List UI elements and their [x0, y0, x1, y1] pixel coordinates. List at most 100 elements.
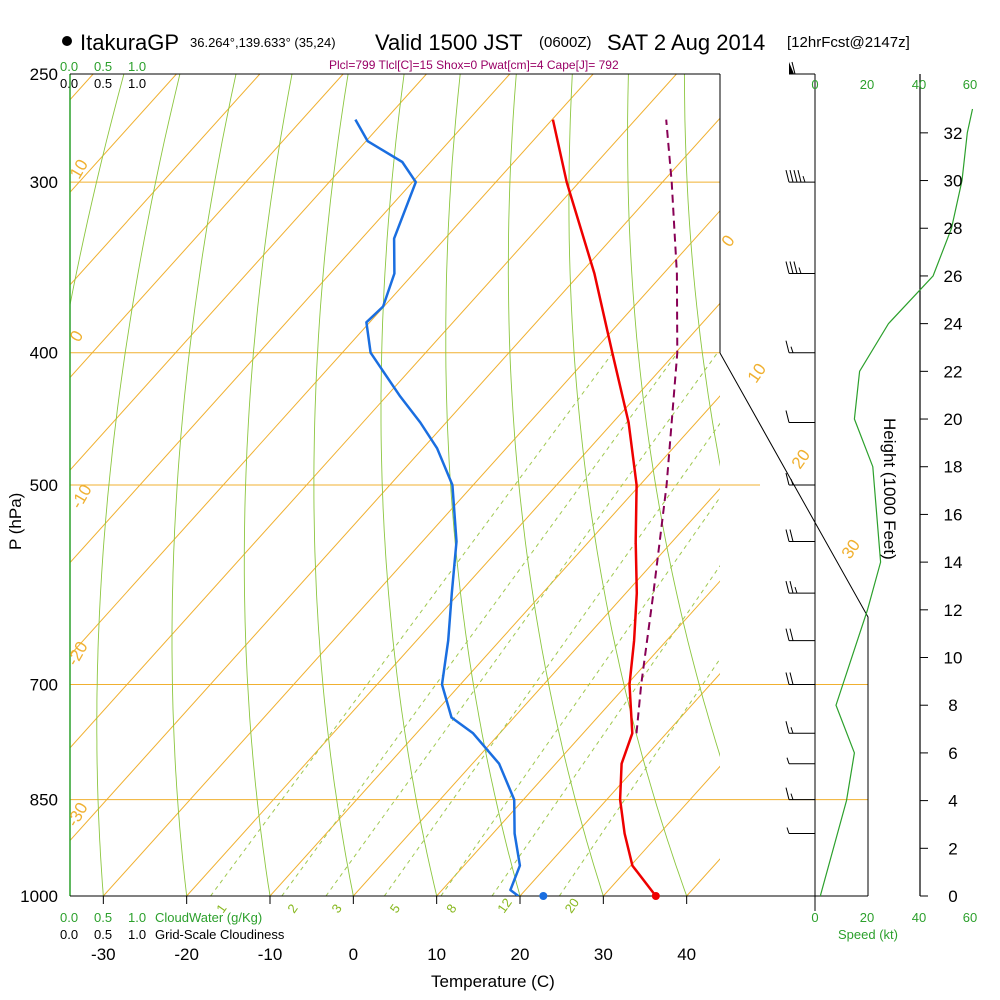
mixing-ratio-label-5: 5: [387, 901, 403, 916]
cloud-scale-top-black-0: 0.0: [60, 76, 78, 91]
series-parcel-line: [635, 119, 679, 734]
x-tick--20: -20: [174, 945, 199, 964]
cloud-scale-bottom-green-1: 0.5: [94, 910, 112, 925]
station-name: ItakuraGP: [80, 30, 179, 55]
x-tick-20: 20: [511, 945, 530, 964]
dry-adiabat-70: [741, 74, 937, 896]
dry-adiabat-30: [507, 74, 604, 896]
height-tick-12: 12: [944, 601, 963, 620]
height-tick-8: 8: [948, 696, 957, 715]
height-tick-16: 16: [944, 505, 963, 524]
wind-barb-flag: [785, 672, 790, 685]
mixing-ratio-label-3: 3: [328, 901, 344, 916]
speed-bottom-tick-40: 40: [912, 910, 926, 925]
wind-barb-half-flag: [786, 827, 790, 834]
y-tick-850: 850: [30, 791, 58, 810]
wind-panel-boundary: [719, 352, 869, 896]
wind-barb-half-flag: [798, 267, 802, 274]
isotherm-lines: [0, 74, 720, 896]
isotherm-0: [352, 487, 720, 896]
mixing-ratio-8: [440, 496, 720, 896]
wind-barb-flag: [785, 261, 790, 274]
height-tick-2: 2: [948, 839, 957, 858]
speed-top-tick-60: 60: [963, 77, 977, 92]
wind-barb-flag: [785, 721, 790, 734]
cloud-scale-bottom-green-2: 1.0: [128, 910, 146, 925]
wind-barb-half-flag: [794, 586, 798, 594]
x-axis-label: Temperature (C): [431, 972, 555, 991]
wind-barb-flag: [785, 340, 790, 353]
series-dewpoint-line: [354, 118, 522, 896]
wind-barb-half-flag: [802, 175, 806, 183]
cloud-scale-top-black-2: 1.0: [128, 76, 146, 91]
sounding-series: [354, 118, 679, 896]
wind-barb-flag: [785, 472, 790, 486]
y-tick-250: 250: [30, 65, 58, 84]
height-tick-6: 6: [948, 744, 957, 763]
wind-barb-flag: [789, 580, 794, 594]
wind-barb-flag: [785, 580, 790, 594]
isotherm-label-1: 0: [66, 327, 87, 345]
dry-adiabat-40: [568, 74, 688, 896]
x-tick-10: 10: [427, 945, 446, 964]
wind-barb-flag: [793, 261, 798, 274]
isotherm--90: [70, 74, 344, 379]
x-tick--10: -10: [258, 945, 283, 964]
wind-barbs: [785, 61, 815, 897]
speed-top-tick-0: 0: [811, 77, 818, 92]
isotherm-label-5: 0: [718, 232, 739, 251]
speed-bottom-tick-0: 0: [811, 910, 818, 925]
mixing-ratio-3: [325, 352, 718, 896]
cloudiness-label: Grid-Scale Cloudiness: [155, 927, 285, 942]
mixing-ratio-5: [383, 422, 720, 896]
mixing-ratio-label-12: 12: [494, 895, 515, 915]
wind-barb-flag: [791, 61, 796, 75]
wind-barb-flag: [785, 169, 790, 183]
wind-panel: [719, 74, 974, 911]
y-tick-700: 700: [30, 676, 58, 695]
isotherm-label-4: -30: [63, 799, 92, 830]
x-tick--30: -30: [91, 945, 116, 964]
speed-top-tick-20: 20: [860, 77, 874, 92]
isotherm--80: [70, 74, 427, 471]
x-tick-30: 30: [594, 945, 613, 964]
isotherm-10: [436, 580, 720, 896]
wind-barb-flag: [785, 628, 790, 641]
surface-points: [539, 892, 660, 900]
height-tick-4: 4: [948, 792, 957, 811]
isotherm--130: [0, 74, 10, 896]
pressure-ticks: 250 300 400 500 700 850 1000: [20, 65, 58, 906]
height-tick-30: 30: [944, 172, 963, 191]
speed-bottom-tick-20: 20: [860, 910, 874, 925]
wind-barb-flag: [797, 169, 802, 183]
dry-adiabat-60: [683, 74, 720, 467]
valid-date: SAT 2 Aug 2014: [607, 30, 765, 55]
wind-barb-half-flag: [790, 478, 794, 486]
wind-barb-flag: [789, 672, 794, 685]
dry-adiabat-20: [445, 74, 521, 896]
series-temperature-line: [551, 119, 657, 896]
isotherm--40: [70, 117, 720, 842]
speed-bottom-tick-60: 60: [963, 910, 977, 925]
height-axis-label: Height (1000 Feet): [880, 418, 899, 560]
height-tick-14: 14: [944, 553, 963, 572]
wind-barb-half-flag: [790, 727, 794, 734]
x-tick-40: 40: [677, 945, 696, 964]
valid-utc: (0600Z): [539, 34, 592, 51]
isotherm-label-7: 20: [788, 446, 814, 472]
wind-barb-flag: [789, 261, 794, 274]
valid-time: Valid 1500 JST: [375, 30, 523, 55]
mixing-ratio-label-8: 8: [443, 901, 459, 916]
cloud-scale-top-green-0: 0.0: [60, 59, 78, 74]
temperature-ticks: -30 -20 -10 0 10 20 30 40: [91, 896, 696, 964]
dry-adiabat-10: [380, 74, 438, 896]
y-tick-1000: 1000: [20, 887, 58, 906]
wind-barb-flag: [789, 628, 794, 641]
isotherm--60: [70, 74, 594, 657]
wind-speed-profile-line: [819, 108, 974, 897]
wind-barb-half-flag: [786, 757, 790, 764]
isotherm-label-8: 30: [838, 536, 864, 562]
wind-barb-flag: [789, 169, 794, 183]
isotherm--20: [186, 302, 720, 896]
